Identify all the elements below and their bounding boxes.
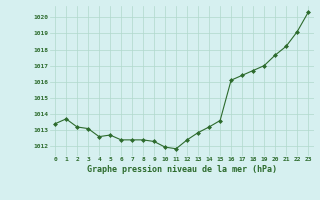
- X-axis label: Graphe pression niveau de la mer (hPa): Graphe pression niveau de la mer (hPa): [87, 165, 276, 174]
